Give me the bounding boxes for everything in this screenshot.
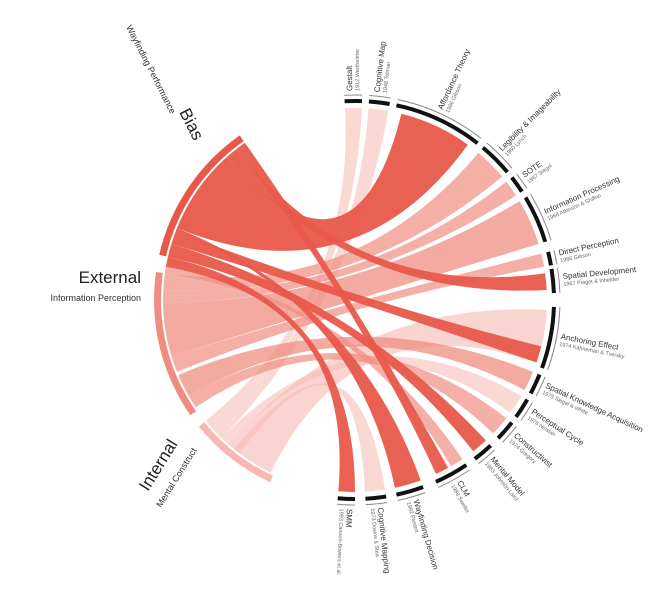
node-tick-mentalmodel <box>478 449 496 465</box>
node-name-legibility: Legibility & Imageability <box>497 87 562 152</box>
node-arc-cogmapping <box>365 494 387 501</box>
node-arc-mentalmodel <box>473 444 493 461</box>
node-tick-anchoring <box>547 307 561 371</box>
node-arc-legibility <box>481 146 509 174</box>
chord-internal-cogmapping <box>234 383 385 492</box>
node-name-infoproc: Information Processing <box>543 174 621 216</box>
node-tick-legibility <box>486 142 513 169</box>
node-arc-clm <box>435 463 468 484</box>
node-name-wayfinding: Wayfinding Decision <box>412 499 441 571</box>
node-tick-perceptual <box>520 402 533 421</box>
group-arc-bias <box>159 135 244 257</box>
bias-subtitle: Wayfinding Performance <box>124 23 178 115</box>
node-tick-constructivist <box>502 425 517 443</box>
node-cite-cogmapping: 1973 Downs & Stea <box>369 508 380 558</box>
chord-bias-clm <box>236 142 449 474</box>
node-arc-wayfinding <box>395 485 424 497</box>
chord-external-sote <box>162 181 517 304</box>
node-tick-direct <box>553 250 558 265</box>
chord-bias-anchoring <box>171 231 542 363</box>
node-arc-anchoring <box>540 306 556 369</box>
node-cite-cogmap: 1948 Tolman <box>382 62 392 94</box>
node-cite-smm: 1993 Cannon-Bowers et al. <box>335 508 344 575</box>
node-cite-spatialdev: 1967 Piaget & Inhelder <box>563 277 619 288</box>
node-name-smm: SMM <box>344 509 354 528</box>
bias-title: Bias <box>175 105 207 143</box>
node-tick-spatialdev <box>557 267 561 293</box>
node-arc-direct <box>546 251 553 266</box>
chord-bias-affordance <box>177 113 468 251</box>
chord-internal-gestalt <box>205 108 362 429</box>
chord-bias-mentalmodel <box>167 243 486 452</box>
node-tick-infoproc <box>530 194 552 241</box>
node-label-gestalt: Gestalt 1912 Wertheimer <box>345 49 361 91</box>
external-title: External <box>79 268 141 287</box>
node-arc-spatialdev <box>549 268 556 294</box>
chord-internal-cogmap <box>212 108 389 439</box>
node-arc-infoproc <box>523 196 548 243</box>
node-cite-gestalt: 1912 Wertheimer <box>355 49 361 91</box>
group-arc-external <box>154 272 197 416</box>
node-tick-smm <box>337 503 356 506</box>
node-tick-cogmap <box>369 95 391 99</box>
node-arc-constructivist <box>496 421 514 440</box>
node-tick-affordance <box>397 99 482 139</box>
group-arc-internal <box>198 422 273 483</box>
node-arc-cogmap <box>368 99 390 106</box>
node-name-gestalt: Gestalt <box>345 65 354 91</box>
chord-external-infoproc <box>163 201 539 357</box>
arcs-layer <box>154 94 561 506</box>
external-subtitle: Information Perception <box>50 293 141 303</box>
node-arc-sote <box>510 176 524 193</box>
node-tick-clm <box>438 469 470 488</box>
chord-bias-spatialdev <box>226 148 547 291</box>
node-tick-sote <box>516 173 528 189</box>
node-tick-cogmapping <box>365 502 388 506</box>
node-arc-smm <box>337 496 356 501</box>
node-arc-perceptual <box>514 398 530 419</box>
chords-layer <box>162 108 547 493</box>
node-arc-affordance <box>395 103 479 145</box>
chord-bias-wayfinding <box>175 228 421 488</box>
chord-external-spatialknow <box>178 336 534 396</box>
node-arc-spatialknow <box>528 373 542 395</box>
node-tick-wayfinding <box>397 492 426 501</box>
node-tick-spatialknow <box>535 376 546 397</box>
chord-external-constructivist <box>188 352 507 434</box>
